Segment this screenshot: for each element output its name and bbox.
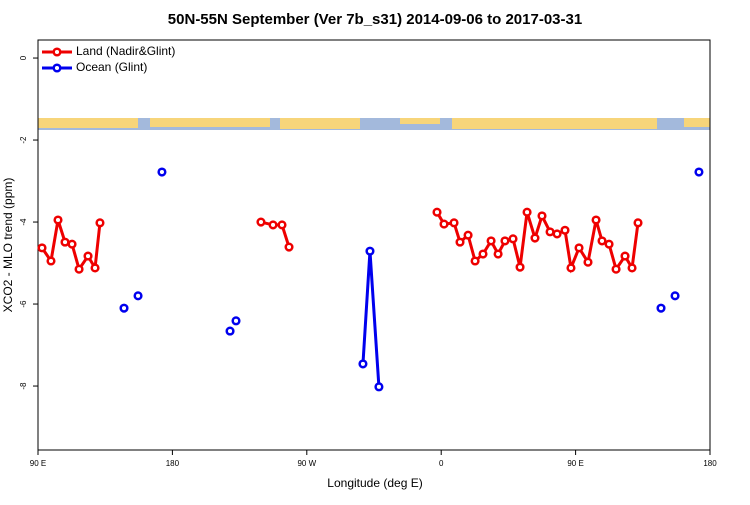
point (694, 167, 704, 177)
point (95, 218, 105, 228)
point (552, 229, 562, 239)
point (620, 251, 630, 261)
point (574, 243, 584, 253)
point (611, 264, 621, 274)
point (515, 262, 525, 272)
point (633, 218, 643, 228)
point (432, 207, 442, 217)
x-tick-label: 0 (439, 459, 444, 468)
point (597, 236, 607, 246)
point (591, 215, 601, 225)
y-tick-label: -8 (19, 382, 28, 390)
legend-label: Land (Nadir&Glint) (76, 44, 175, 58)
point (74, 264, 84, 274)
x-axis-label: Longitude (deg E) (327, 476, 422, 490)
point (560, 225, 570, 235)
x-tick-label: 90 W (297, 459, 316, 468)
point (508, 234, 518, 244)
chart-title: 50N-55N September (Ver 7b_s31) 2014-09-0… (168, 11, 582, 28)
x-tick-label: 90 E (567, 459, 583, 468)
point (583, 257, 593, 267)
point (225, 326, 235, 336)
point (449, 218, 459, 228)
point (566, 263, 576, 273)
y-tick-label: -6 (19, 300, 28, 308)
y-axis-label: XCO2 - MLO trend (ppm) (1, 178, 15, 313)
point (455, 237, 465, 247)
series-line (40, 211, 640, 274)
point (90, 263, 100, 273)
point (537, 211, 547, 221)
point (486, 236, 496, 246)
point (37, 243, 47, 253)
legend-label: Ocean (Glint) (76, 60, 147, 74)
point (670, 291, 680, 301)
point (365, 246, 375, 256)
point (67, 239, 77, 249)
point (358, 359, 368, 369)
point (53, 215, 63, 225)
point (60, 237, 70, 247)
point (478, 249, 488, 259)
point (656, 303, 666, 313)
point (119, 303, 129, 313)
point (277, 220, 287, 230)
x-tick-label: 90 E (30, 459, 46, 468)
y-tick-label: 0 (19, 55, 28, 60)
legend-marker (52, 63, 62, 73)
point (470, 256, 480, 266)
point (522, 207, 532, 217)
point (604, 239, 614, 249)
y-tick-label: -2 (19, 136, 28, 144)
point (133, 291, 143, 301)
point (46, 256, 56, 266)
point (83, 251, 93, 261)
legend-marker (52, 47, 62, 57)
point (463, 230, 473, 240)
x-tick-label: 180 (166, 459, 180, 468)
y-tick-label: -4 (19, 218, 28, 226)
point (439, 219, 449, 229)
point (374, 382, 384, 392)
point (545, 227, 555, 237)
plot-frame (37, 39, 711, 451)
point (627, 263, 637, 273)
map-strip (38, 118, 710, 130)
series-line (363, 172, 699, 387)
point (500, 236, 510, 246)
point (493, 249, 503, 259)
point (231, 316, 241, 326)
point (268, 220, 278, 230)
point (256, 217, 266, 227)
point (530, 233, 540, 243)
point (157, 167, 167, 177)
x-tick-label: 180 (703, 459, 717, 468)
point (284, 242, 294, 252)
